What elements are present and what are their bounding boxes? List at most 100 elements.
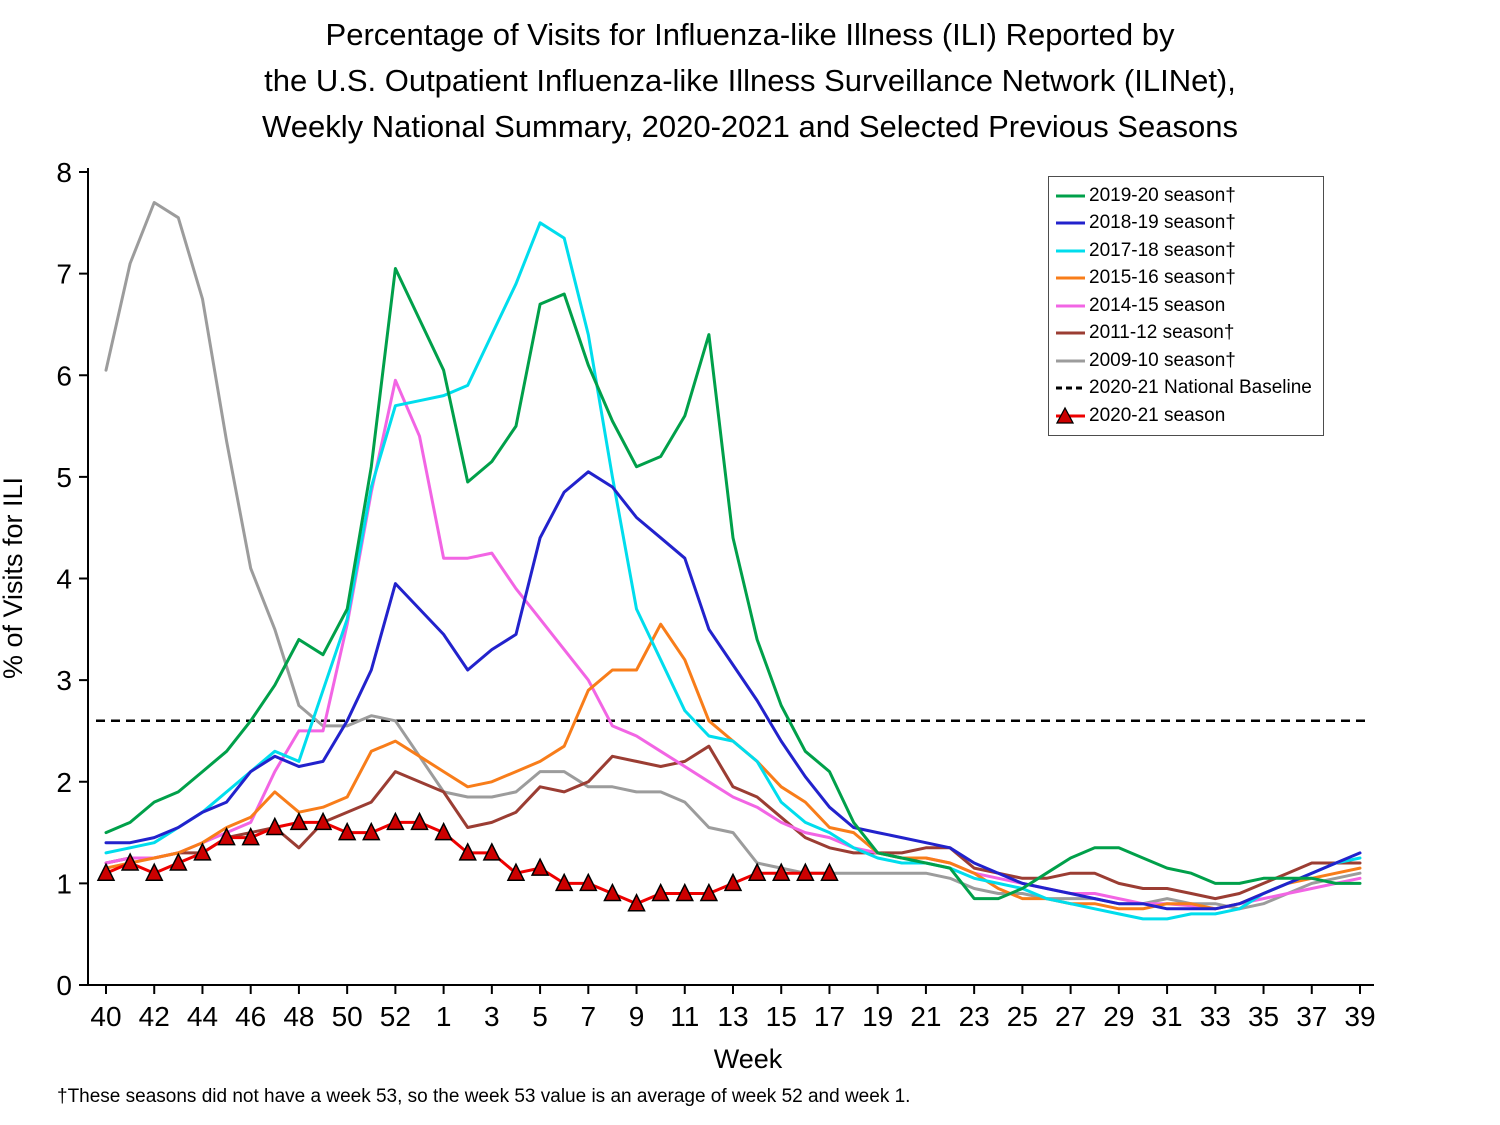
x-tick-label: 17 — [814, 1001, 845, 1032]
y-tick-label: 6 — [56, 360, 72, 391]
series-line — [104, 267, 1362, 901]
marker-triangle — [747, 862, 767, 881]
legend-label: 2014-15 season — [1089, 294, 1226, 316]
series-line — [104, 221, 1362, 921]
marker-triangle — [699, 882, 719, 902]
x-tick-label: 37 — [1296, 1001, 1327, 1032]
x-tick-label: 21 — [910, 1001, 941, 1032]
marker-triangle — [482, 842, 502, 861]
marker-triangle — [120, 852, 140, 871]
x-tick-label: 52 — [380, 1001, 411, 1032]
x-tick-label: 29 — [1103, 1001, 1134, 1032]
legend-label: 2018-19 season† — [1089, 212, 1236, 234]
marker-triangle — [241, 826, 260, 846]
marker-triangle — [434, 821, 453, 841]
legend-item: 2011-12 season† — [1055, 320, 1317, 348]
marker-triangle — [796, 862, 815, 881]
x-tick-label: 13 — [717, 1001, 748, 1032]
legend-swatch — [1056, 276, 1085, 280]
marker-triangle — [169, 852, 188, 871]
series-line — [104, 201, 1362, 911]
legend-swatch — [1056, 194, 1085, 198]
y-tick-label: 5 — [56, 462, 72, 493]
x-tick-label: 42 — [139, 1001, 170, 1032]
legend-swatch — [1056, 359, 1085, 363]
marker-triangle — [145, 862, 164, 881]
x-tick-label: 33 — [1200, 1001, 1231, 1032]
marker-triangle — [554, 872, 574, 892]
y-tick-label: 3 — [56, 665, 72, 696]
marker-triangle — [337, 821, 357, 841]
footnote: †These seasons did not have a week 53, s… — [57, 1086, 911, 1107]
marker-triangle — [193, 842, 212, 861]
x-tick-label: 44 — [187, 1001, 218, 1032]
legend-item: 2015-16 season† — [1055, 265, 1317, 293]
legend-swatch — [1056, 249, 1085, 253]
marker-triangle — [579, 872, 598, 892]
series-line — [104, 470, 1362, 911]
marker-triangle — [723, 872, 743, 892]
y-tick-label: 2 — [56, 767, 72, 798]
marker-triangle — [386, 811, 405, 831]
legend-item: 2019-20 season† — [1055, 182, 1317, 210]
legend-label: 2017-18 season† — [1089, 239, 1236, 261]
y-tick-label: 0 — [56, 970, 72, 1001]
marker-triangle — [410, 811, 429, 831]
marker-triangle — [772, 862, 791, 881]
x-tick-label: 50 — [332, 1001, 363, 1032]
legend-item: 2020-21 National Baseline — [1055, 375, 1317, 403]
x-tick-label: 9 — [629, 1001, 645, 1032]
series-line — [104, 378, 1362, 911]
x-tick-label: 11 — [670, 1001, 699, 1032]
x-tick-label: 5 — [532, 1001, 548, 1032]
legend-triangle-marker-icon — [1055, 406, 1075, 424]
x-tick-label: 48 — [283, 1001, 314, 1032]
x-tick-label: 27 — [1055, 1001, 1086, 1032]
legend-item: 2017-18 season† — [1055, 237, 1317, 265]
legend-label: 2019-20 season† — [1089, 184, 1236, 206]
x-tick-label: 39 — [1344, 1001, 1375, 1032]
marker-triangle — [289, 811, 309, 831]
y-tick-label: 1 — [56, 868, 72, 899]
marker-triangle — [820, 862, 839, 881]
legend-label: 2020-21 National Baseline — [1089, 377, 1312, 399]
marker-triangle — [265, 816, 285, 836]
legend-label: 2020-21 season — [1089, 404, 1226, 426]
legend-label: 2011-12 season† — [1089, 322, 1235, 344]
legend-item: 2020-21 season — [1055, 402, 1317, 430]
x-tick-label: 40 — [90, 1001, 121, 1032]
chart-title-line-1: Percentage of Visits for Influenza-like … — [325, 17, 1175, 52]
y-tick-label: 8 — [56, 157, 72, 188]
x-tick-label: 35 — [1248, 1001, 1279, 1032]
y-tick-label: 4 — [56, 564, 72, 595]
series-line — [104, 744, 1362, 901]
chart-title-line-3: Weekly National Summary, 2020-2021 and S… — [262, 109, 1238, 144]
marker-triangle — [313, 811, 333, 831]
legend-swatch — [1056, 386, 1085, 390]
legend-item: 2014-15 season — [1055, 292, 1317, 320]
marker-triangle — [506, 862, 526, 881]
x-tick-label: 19 — [862, 1001, 893, 1032]
x-tick-label: 23 — [959, 1001, 990, 1032]
marker-triangle — [675, 882, 694, 902]
marker-triangle — [458, 842, 477, 861]
legend-item: 2009-10 season† — [1055, 347, 1317, 375]
x-tick-label: 15 — [766, 1001, 797, 1032]
marker-triangle — [96, 862, 116, 881]
chart-title: Percentage of Visits for Influenza-like … — [0, 12, 1500, 150]
legend-swatch — [1056, 221, 1085, 225]
marker-triangle — [627, 893, 646, 912]
marker-triangle — [362, 821, 381, 841]
x-tick-label: 31 — [1151, 1001, 1182, 1032]
x-tick-label: 25 — [1007, 1001, 1038, 1032]
legend-swatch — [1056, 331, 1085, 335]
legend-swatch — [1056, 304, 1085, 308]
legend-swatch — [1055, 406, 1085, 424]
x-tick-label: 46 — [235, 1001, 266, 1032]
y-tick-label: 7 — [56, 259, 72, 290]
x-tick-label: 3 — [484, 1001, 500, 1032]
marker-triangle — [217, 826, 236, 846]
marker-triangle — [530, 857, 550, 876]
legend-item: 2018-19 season† — [1055, 210, 1317, 238]
